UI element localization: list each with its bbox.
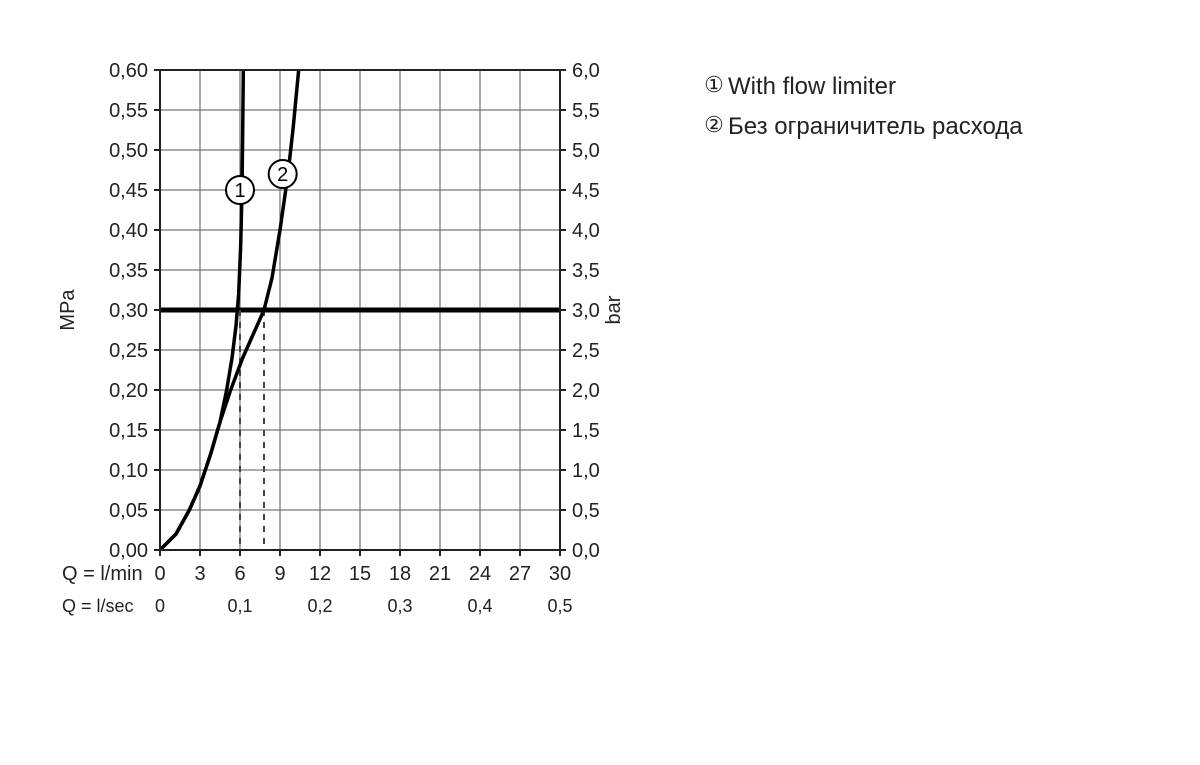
svg-text:6,0: 6,0 [572, 60, 600, 82]
svg-text:1: 1 [234, 180, 245, 202]
svg-text:0,55: 0,55 [109, 100, 148, 122]
svg-text:0,2: 0,2 [307, 596, 332, 616]
svg-text:0,50: 0,50 [109, 140, 148, 162]
svg-text:0,45: 0,45 [109, 180, 148, 202]
page-root: 0,000,050,100,150,200,250,300,350,400,45… [0, 0, 1200, 765]
svg-text:0,5: 0,5 [547, 596, 572, 616]
svg-text:2,5: 2,5 [572, 340, 600, 362]
svg-text:0,1: 0,1 [227, 596, 252, 616]
svg-text:0,00: 0,00 [109, 540, 148, 562]
svg-text:bar: bar [603, 295, 625, 324]
svg-text:Q = l/min: Q = l/min [62, 563, 143, 585]
svg-text:0,20: 0,20 [109, 380, 148, 402]
svg-text:0,25: 0,25 [109, 340, 148, 362]
svg-text:3,5: 3,5 [572, 260, 600, 282]
svg-text:0,30: 0,30 [109, 300, 148, 322]
legend-item-2: ② Без ограничитель расхода [700, 110, 1023, 144]
svg-text:9: 9 [274, 563, 285, 585]
svg-text:15: 15 [349, 563, 371, 585]
svg-text:27: 27 [509, 563, 531, 585]
svg-text:0,15: 0,15 [109, 420, 148, 442]
flow-pressure-chart: 0,000,050,100,150,200,250,300,350,400,45… [60, 50, 660, 690]
svg-text:0,3: 0,3 [387, 596, 412, 616]
svg-text:0,0: 0,0 [572, 540, 600, 562]
svg-text:21: 21 [429, 563, 451, 585]
svg-text:2,0: 2,0 [572, 380, 600, 402]
svg-text:0: 0 [155, 596, 165, 616]
svg-text:1,0: 1,0 [572, 460, 600, 482]
svg-text:24: 24 [469, 563, 491, 585]
svg-text:3: 3 [194, 563, 205, 585]
svg-text:0,10: 0,10 [109, 460, 148, 482]
legend: ① With flow limiter ② Без ограничитель р… [700, 70, 1023, 149]
svg-text:4,0: 4,0 [572, 220, 600, 242]
svg-text:4,5: 4,5 [572, 180, 600, 202]
svg-text:18: 18 [389, 563, 411, 585]
svg-text:6: 6 [234, 563, 245, 585]
legend-text-2: Без ограничитель расхода [728, 110, 1023, 144]
chart-container: 0,000,050,100,150,200,250,300,350,400,45… [60, 50, 660, 695]
svg-text:0: 0 [154, 563, 165, 585]
svg-text:12: 12 [309, 563, 331, 585]
legend-marker-1: ① [700, 70, 728, 101]
svg-text:5,5: 5,5 [572, 100, 600, 122]
svg-text:30: 30 [549, 563, 571, 585]
legend-item-1: ① With flow limiter [700, 70, 1023, 104]
svg-text:3,0: 3,0 [572, 300, 600, 322]
svg-text:0,40: 0,40 [109, 220, 148, 242]
svg-text:MPa: MPa [60, 289, 79, 331]
svg-text:Q = l/sec: Q = l/sec [62, 596, 134, 616]
legend-text-1: With flow limiter [728, 70, 896, 104]
legend-marker-2: ② [700, 110, 728, 141]
svg-text:0,4: 0,4 [467, 596, 492, 616]
svg-text:0,5: 0,5 [572, 500, 600, 522]
svg-text:0,35: 0,35 [109, 260, 148, 282]
svg-text:2: 2 [277, 164, 288, 186]
svg-text:1,5: 1,5 [572, 420, 600, 442]
svg-text:0,05: 0,05 [109, 500, 148, 522]
svg-text:0,60: 0,60 [109, 60, 148, 82]
svg-text:5,0: 5,0 [572, 140, 600, 162]
